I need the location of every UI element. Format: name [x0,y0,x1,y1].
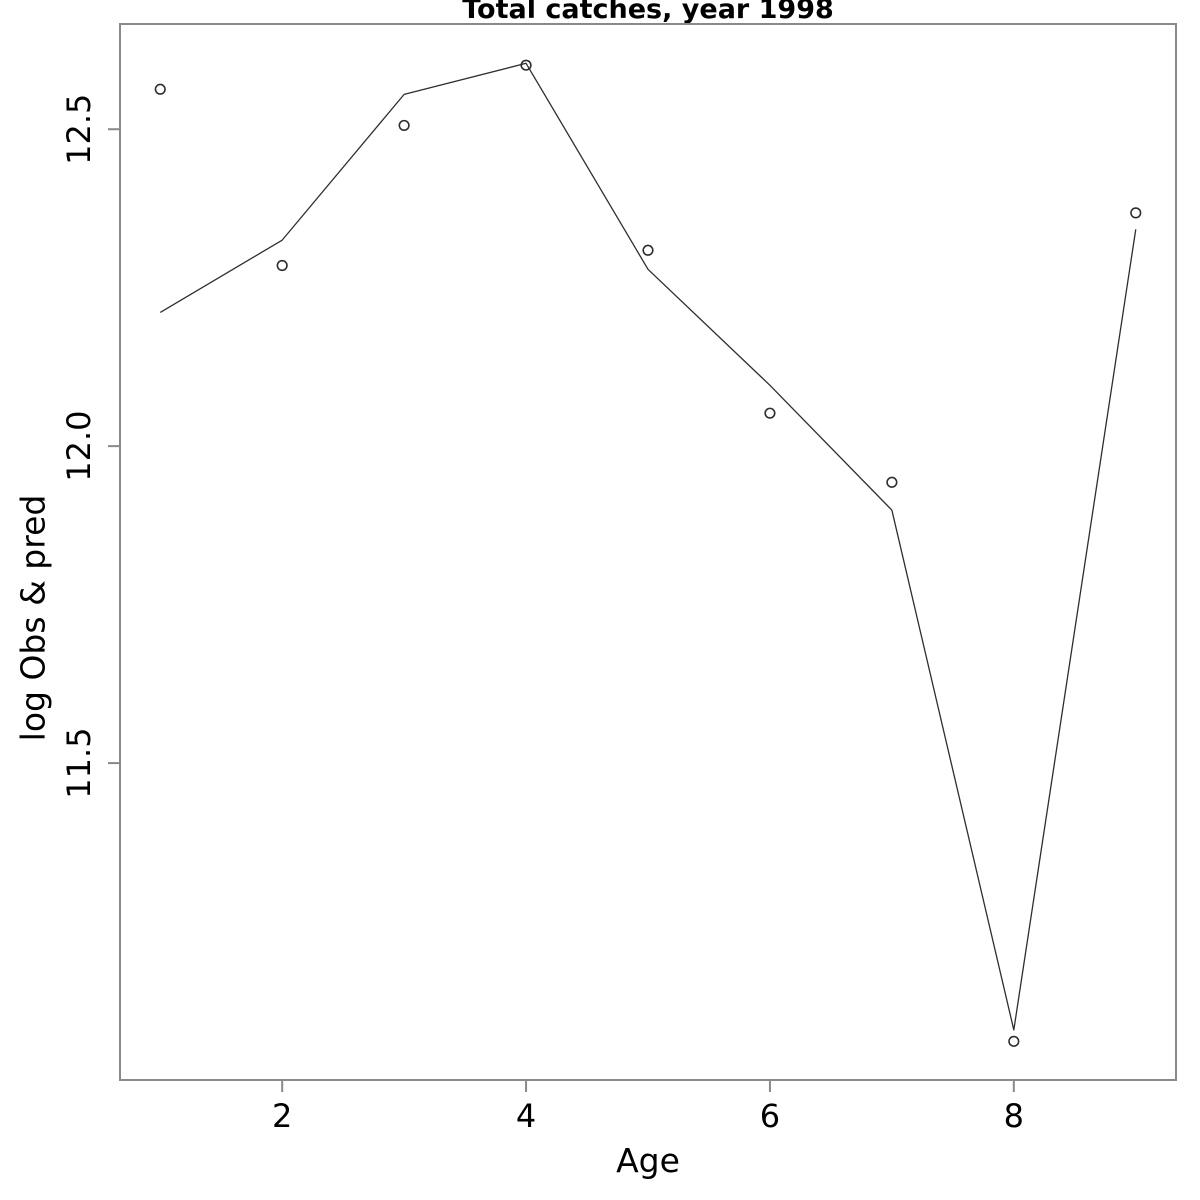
observed-point [276,259,288,272]
y-tick-label: 12.0 [60,411,98,482]
x-tick-label: 8 [1004,1097,1024,1135]
x-axis-label: Age [616,1141,680,1180]
plot-frame [119,23,1177,1081]
y-tick-label: 11.5 [60,727,98,798]
observed-point [764,407,776,419]
observed-point [642,244,654,256]
x-tick-label: 2 [272,1097,292,1135]
chart-title: Total catches, year 1998 [462,0,834,25]
observed-point [154,83,166,95]
observed-point [1130,207,1142,219]
x-tick-label: 6 [760,1097,780,1135]
observed-point [520,59,532,71]
x-tick-label: 4 [516,1097,536,1135]
observed-point [398,119,410,132]
predicted-line [159,62,1137,1031]
observed-point [1008,1035,1020,1047]
y-tick-label: 12.5 [60,94,98,165]
observed-point [886,476,898,488]
